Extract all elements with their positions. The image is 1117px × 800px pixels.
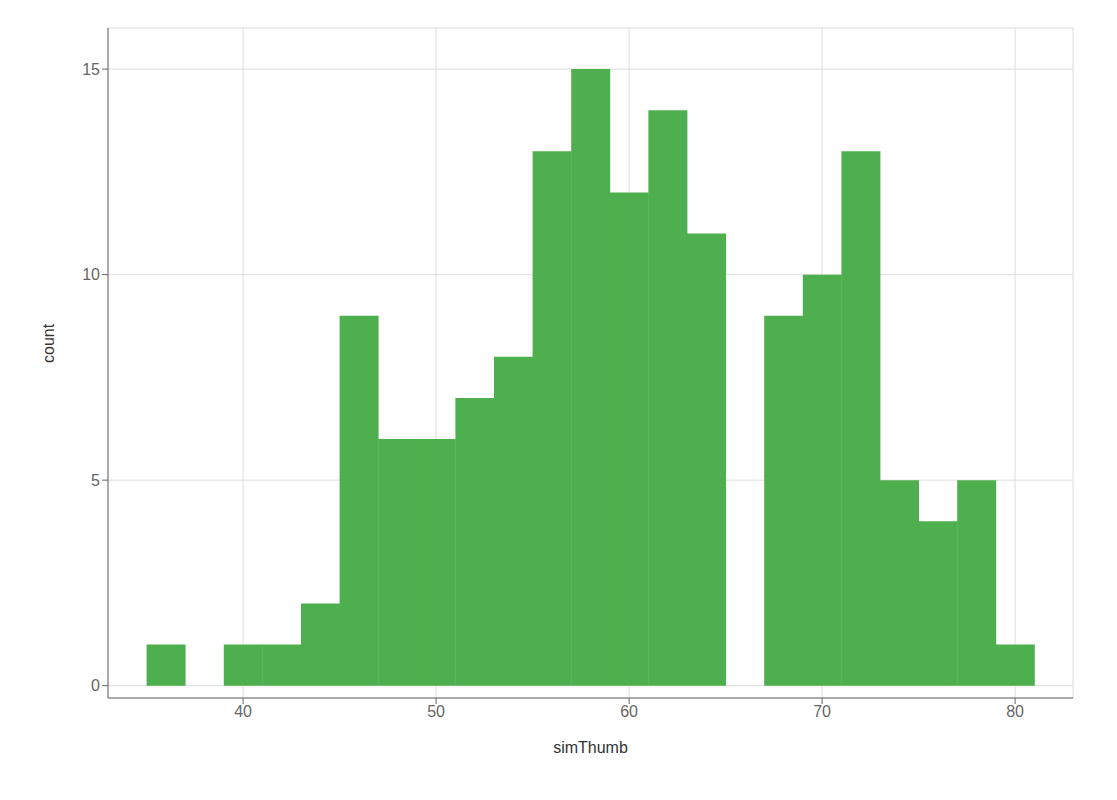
svg-text:60: 60 (620, 703, 638, 720)
svg-text:count: count (40, 323, 57, 363)
svg-text:70: 70 (813, 703, 831, 720)
svg-text:simThumb: simThumb (553, 739, 628, 756)
svg-text:80: 80 (1006, 703, 1024, 720)
svg-text:15: 15 (82, 61, 100, 78)
svg-text:0: 0 (91, 677, 100, 694)
svg-text:40: 40 (234, 703, 252, 720)
svg-text:10: 10 (82, 266, 100, 283)
svg-text:50: 50 (427, 703, 445, 720)
svg-text:5: 5 (91, 472, 100, 489)
